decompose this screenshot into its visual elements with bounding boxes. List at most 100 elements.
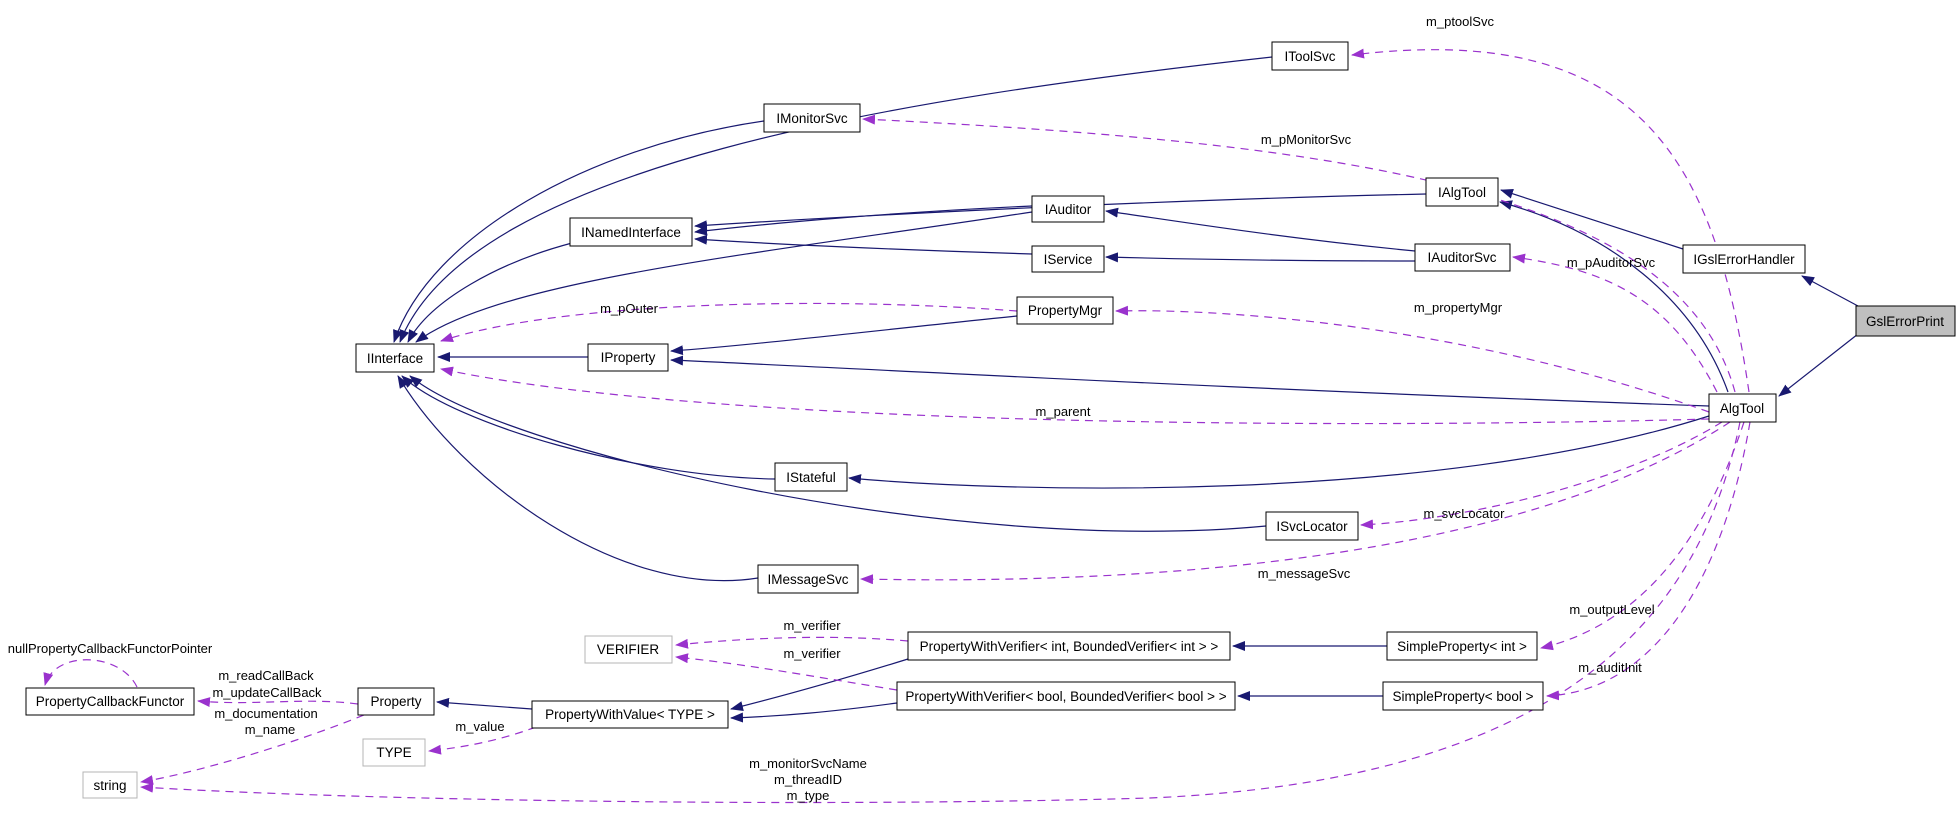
node-box: [774, 462, 848, 492]
node-label: ISvcLocator: [1276, 519, 1348, 534]
edge-imessagesvc-iinterface: [397, 375, 759, 582]
node-box: [584, 635, 673, 664]
node-verifier[interactable]: VERIFIER: [584, 635, 673, 664]
edge-m-parent: [440, 366, 1710, 425]
node-box: [1386, 631, 1538, 661]
node-box: [763, 103, 861, 133]
node-label: IInterface: [367, 351, 423, 366]
edge-label-m-messagesvc: m_messageSvc: [1258, 566, 1351, 581]
node-label: AlgTool: [1720, 401, 1764, 416]
inheritance-edges: [393, 56, 1859, 723]
node-propertywithverifier-int[interactable]: PropertyWithVerifier< int, BoundedVerifi…: [907, 631, 1231, 661]
edge-pwvint-propertywithvalue: [730, 658, 909, 711]
node-box: [1682, 244, 1806, 274]
edge-propertywithvalue-property: [436, 697, 533, 710]
node-label: GslErrorPrint: [1866, 314, 1944, 329]
node-iauditor[interactable]: IAuditor: [1031, 195, 1105, 223]
node-box: [25, 687, 195, 716]
node-label: VERIFIER: [597, 642, 660, 657]
edge-m-outputlevel: [1540, 421, 1745, 651]
node-box: [907, 631, 1231, 661]
node-ialgtool[interactable]: IAlgTool: [1425, 177, 1499, 207]
node-iauditorsvc[interactable]: IAuditorSvc: [1414, 243, 1511, 272]
edge-imonitorsvc-iinterface: [393, 120, 765, 343]
edge-label-m-type: m_type: [787, 788, 830, 803]
node-propertywithvalue[interactable]: PropertyWithValue< TYPE >: [531, 700, 729, 729]
node-simpleproperty-int[interactable]: SimpleProperty< int >: [1386, 631, 1538, 661]
node-box: [1855, 305, 1956, 337]
node-type[interactable]: TYPE: [362, 738, 426, 767]
node-simpleproperty-bool[interactable]: SimpleProperty< bool >: [1382, 681, 1544, 711]
edge-label-m-monitorsvcname: m_monitorSvcName: [749, 756, 867, 771]
edge-itoolsvc-iinterface: [399, 56, 1273, 343]
usage-edges: [43, 48, 1751, 804]
node-imessagesvc[interactable]: IMessageSvc: [757, 564, 859, 594]
node-box: [82, 771, 138, 799]
node-label: PropertyMgr: [1028, 303, 1103, 318]
edge-m-readcallback: [197, 697, 359, 708]
node-algtool[interactable]: AlgTool: [1708, 393, 1777, 423]
edge-isvclocator-iinterface: [409, 375, 1267, 532]
edge-algtool-ialgtool: [1499, 200, 1729, 393]
edge-iservice-inamedinterface: [694, 234, 1033, 255]
edge-label-m-outputlevel: m_outputLevel: [1569, 602, 1654, 617]
node-itoolsvc[interactable]: IToolSvc: [1271, 41, 1349, 71]
node-box: [587, 343, 669, 372]
node-box: [1271, 41, 1349, 71]
node-box: [357, 687, 435, 716]
node-istateful[interactable]: IStateful: [774, 462, 848, 492]
edge-inamedinterface-iinterface: [407, 242, 573, 343]
edge-igslerrorhandler-ialgtool: [1500, 188, 1684, 250]
node-string[interactable]: string: [82, 771, 138, 799]
node-propertymgr[interactable]: PropertyMgr: [1016, 296, 1114, 325]
edge-m-verifier-bool: [675, 653, 898, 691]
edge-label-m-pauditorsvc: m_pAuditorSvc: [1567, 255, 1656, 270]
edge-label-m-propertymgr: m_propertyMgr: [1414, 300, 1503, 315]
edge-label-m-svclocator: m_svcLocator: [1424, 506, 1506, 521]
node-box: [1414, 243, 1511, 272]
node-imonitorsvc[interactable]: IMonitorSvc: [763, 103, 861, 133]
node-label: PropertyCallbackFunctor: [36, 694, 185, 709]
edge-algtool-istateful: [848, 415, 1710, 489]
node-igslerrorhandler[interactable]: IGslErrorHandler: [1682, 244, 1806, 274]
edge-label-m-readcallback: m_readCallBack: [218, 668, 314, 683]
node-box: [569, 217, 693, 247]
edge-m-auditinit: [1546, 421, 1751, 701]
edge-propertymgr-iproperty: [670, 315, 1018, 356]
node-box: [1382, 681, 1544, 711]
edge-label-m-pouter: m_pOuter: [600, 301, 658, 316]
node-box: [531, 700, 729, 729]
node-box: [896, 681, 1236, 711]
edge-label-nullpropertycallbackfunctorpointer: nullPropertyCallbackFunctorPointer: [8, 641, 213, 656]
edge-label-m-updatecallback: m_updateCallBack: [212, 685, 322, 700]
edge-label-m-parent: m_parent: [1036, 404, 1091, 419]
node-propertycallbackfunctor[interactable]: PropertyCallbackFunctor: [25, 687, 195, 716]
node-gslerrorprint[interactable]: GslErrorPrint: [1855, 305, 1956, 337]
node-label: IMessageSvc: [767, 572, 848, 587]
node-propertywithverifier-bool[interactable]: PropertyWithVerifier< bool, BoundedVerif…: [896, 681, 1236, 711]
edge-nullpropertycallbackfunctorpointer: [43, 659, 138, 688]
node-label: PropertyWithValue< TYPE >: [545, 707, 715, 722]
edge-gslerrorprint-igslerrorhandler: [1801, 275, 1859, 307]
edge-m-monitorsvcname: [140, 421, 1741, 804]
node-label: Property: [370, 694, 421, 709]
edge-ialgtool-inamedinterface: [694, 193, 1427, 231]
node-iproperty[interactable]: IProperty: [587, 343, 669, 372]
node-label: IService: [1044, 252, 1093, 267]
node-label: IAlgTool: [1438, 185, 1486, 200]
node-box: [1708, 393, 1777, 423]
node-box: [1031, 195, 1105, 223]
edge-label-m-auditinit: m_auditInit: [1578, 660, 1642, 675]
node-property[interactable]: Property: [357, 687, 435, 716]
node-inamedinterface[interactable]: INamedInterface: [569, 217, 693, 247]
node-isvclocator[interactable]: ISvcLocator: [1265, 511, 1359, 541]
edge-m-svclocator: [1360, 421, 1723, 530]
node-label: IAuditorSvc: [1427, 250, 1496, 265]
edge-gslerrorprint-algtool: [1778, 333, 1859, 397]
node-iservice[interactable]: IService: [1031, 245, 1105, 273]
node-label: IToolSvc: [1284, 49, 1335, 64]
edge-istateful-iinterface: [401, 375, 776, 480]
node-iinterface[interactable]: IInterface: [355, 343, 435, 373]
